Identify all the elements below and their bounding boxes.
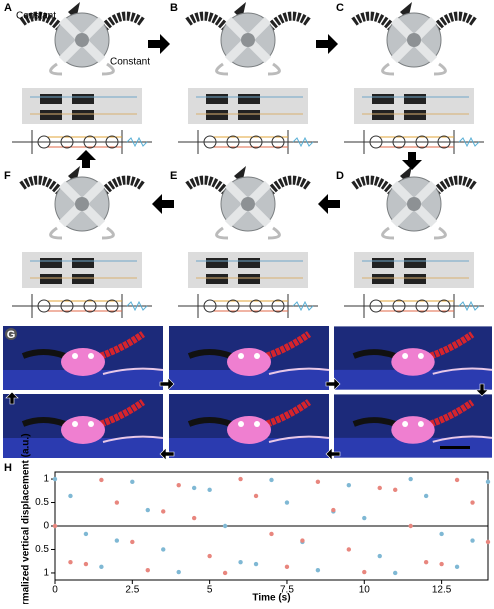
x-tick-label: 10 [359,585,371,596]
panel-label: H [4,462,12,474]
data-point [485,479,491,485]
photo-panels [3,326,492,461]
data-point [284,564,290,570]
data-point [145,567,150,573]
data-point [145,507,150,513]
data-point [485,539,491,545]
data-point [130,479,135,485]
data-point [191,485,197,491]
data-point [207,487,212,493]
y-axis-title: Normalized vertical displacement (a.u.) [21,433,32,604]
y-tick-label: 0 [43,521,49,532]
data-point [253,561,259,567]
data-point [222,570,228,576]
data-point [454,477,460,483]
data-point [393,570,398,576]
label-badge [5,328,17,340]
data-point [253,493,259,499]
x-tick-label: 7.5 [280,585,294,596]
data-point [114,500,120,505]
data-point [315,479,321,485]
data-point [300,538,305,543]
data-point [439,531,444,537]
data-point [161,509,166,514]
data-point [52,523,58,529]
data-point [68,559,73,565]
data-point [377,485,382,491]
data-point [83,561,89,567]
data-point [439,561,444,567]
x-tick-label: 2.5 [125,585,139,596]
data-point [470,500,475,505]
data-point [99,564,104,570]
y-tick-label: 1 [43,474,49,485]
panel-label: E [170,170,177,182]
data-point [393,487,398,493]
panel-label: B [170,2,178,14]
data-point [176,569,181,575]
data-point [315,567,321,573]
data-point [161,547,166,552]
data-point [362,569,367,575]
data-point [423,559,429,565]
data-point [238,476,243,482]
data-point [423,493,429,499]
data-point [83,531,89,537]
note: Constant [16,11,56,22]
x-axis-title: Time (s) [252,593,290,604]
y-tick-label: 1 [43,568,49,579]
data-point [52,476,58,482]
data-point [362,515,367,521]
data-point [191,515,197,521]
x-tick-label: 5 [207,585,213,596]
y-tick-label: 0.5 [35,497,49,508]
data-point [454,564,460,570]
x-tick-label: 0 [52,585,58,596]
data-point [114,538,120,543]
panel-label: D [336,170,344,182]
data-point [269,531,274,537]
panel-label: G [7,329,16,341]
data-point [130,539,135,545]
schematic-panels [12,2,484,318]
data-point [269,477,274,483]
x-tick-label: 12.5 [432,585,452,596]
data-point [346,547,352,552]
data-point [238,559,243,565]
data-point [408,476,413,482]
panel-label: F [4,170,11,182]
data-point [176,482,181,488]
data-point [284,500,290,505]
data-point [331,507,336,513]
y-tick-label: 0.5 [35,544,49,555]
panel-label: C [336,2,344,14]
data-point [470,538,475,543]
data-point [68,493,73,499]
data-point [346,482,352,488]
data-point [99,477,104,483]
note: Constant [110,57,150,68]
panel-label: A [4,2,12,14]
data-point [222,523,228,529]
data-point [377,553,382,559]
data-point [207,553,212,559]
data-point [408,523,413,529]
